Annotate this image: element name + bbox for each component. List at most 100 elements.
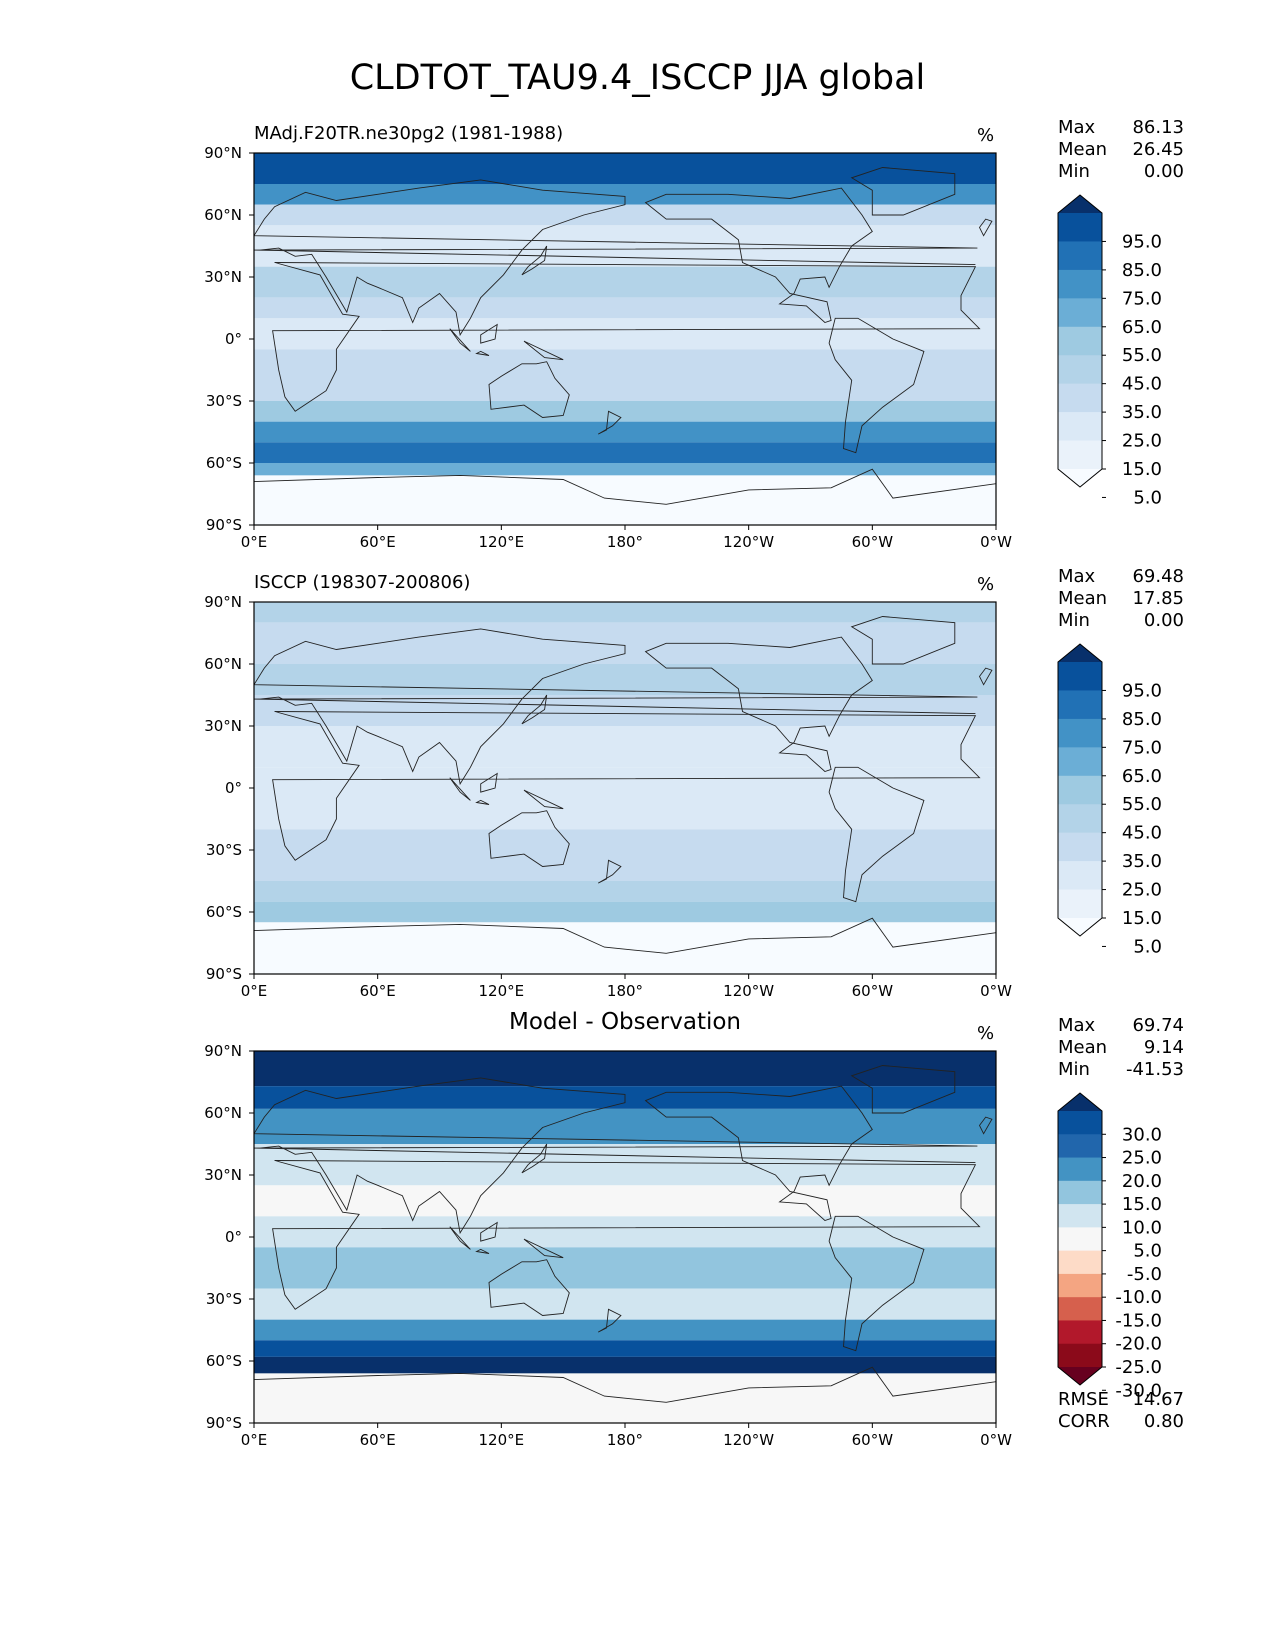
field-band (254, 622, 996, 664)
lon-tick-label: 60°E (360, 533, 396, 551)
stat-value: 14.67 (1132, 1389, 1184, 1410)
lat-tick-label: 30°S (206, 392, 242, 410)
stat-value: 26.45 (1132, 139, 1184, 160)
colorbar-swatch (1058, 412, 1102, 442)
stat-label: Max (1058, 566, 1096, 587)
panel-title: Model - Observation (508, 1009, 742, 1035)
coastline (597, 1308, 622, 1333)
colorbar-label: 35.0 (1122, 851, 1162, 872)
colorbar-swatch (1058, 383, 1102, 413)
coastline (523, 1238, 564, 1259)
colorbar-swatch (1058, 747, 1102, 777)
colorbar-label: 45.0 (1122, 374, 1162, 395)
lon-tick-label: 0°E (241, 982, 268, 1000)
lon-tick-label: 0°W (980, 982, 1012, 1000)
colorbar-label: 75.0 (1122, 288, 1162, 309)
stat-label: Min (1058, 1059, 1090, 1080)
field-band (254, 922, 996, 974)
colorbar-label: 95.0 (1122, 231, 1162, 252)
coastline (480, 772, 498, 793)
panel-title: ISCCP (198307-200806) (254, 572, 471, 593)
colorbar-swatch (1058, 326, 1102, 356)
coastline (254, 468, 996, 525)
panel-stats: Max 69.48 Mean 17.85 Min 0.00 (1058, 566, 1184, 632)
colorbar-label: -15.0 (1115, 1310, 1162, 1331)
colorbar-label: 25.0 (1122, 431, 1162, 452)
coastline (272, 262, 981, 412)
colorbar-swatch (1058, 1157, 1102, 1182)
lat-tick-label: 60°S (206, 454, 242, 472)
colorbar-label: -20.0 (1115, 1334, 1162, 1355)
field-band (254, 1051, 996, 1087)
coastline (521, 245, 548, 276)
stat-value: 86.13 (1132, 117, 1184, 138)
field-band (254, 695, 996, 726)
stat-label: Max (1058, 117, 1096, 138)
coastline (475, 799, 490, 805)
lon-tick-label: 60°W (852, 533, 894, 551)
coastline (488, 810, 570, 867)
field-band (254, 184, 996, 205)
colorbar-label: 85.0 (1122, 709, 1162, 730)
panel-units: % (977, 125, 995, 146)
colorbar-swatch (1058, 1297, 1102, 1321)
coastline (597, 859, 622, 884)
colorbar-label: 25.0 (1122, 880, 1162, 901)
coastline (850, 167, 956, 216)
field-band (254, 1185, 996, 1217)
figure-title: CLDTOT_TAU9.4_ISCCP JJA global (349, 58, 926, 98)
stat-label: Mean (1058, 1037, 1108, 1058)
colorbar-swatch (1058, 213, 1102, 242)
coastline (523, 340, 564, 361)
coastline (449, 777, 471, 801)
stat-row: Mean 9.14 (1058, 1037, 1184, 1059)
stat-value: 0.00 (1143, 610, 1184, 631)
colorbar-swatch (1058, 861, 1102, 891)
stat-label: CORR (1058, 1411, 1110, 1432)
colorbar-label: -30.0 (1115, 1380, 1162, 1401)
colorbar-label: 10.0 (1122, 1217, 1162, 1238)
coastline (978, 1116, 993, 1135)
lat-tick-label: 90°N (204, 144, 242, 162)
colorbar-swatch (1058, 195, 1102, 213)
stat-row: CORR 0.80 (1058, 1411, 1184, 1433)
lon-tick-label: 60°W (852, 1431, 894, 1449)
colorbar-swatch (1058, 1250, 1102, 1275)
colorbar-label: 95.0 (1122, 680, 1162, 701)
field-band (254, 153, 996, 184)
coastline (644, 1085, 873, 1222)
stat-row: Max 86.13 (1058, 117, 1184, 139)
lat-tick-label: 60°N (204, 206, 242, 224)
field-band (254, 349, 996, 401)
field-band (254, 726, 996, 768)
coastline (488, 361, 570, 418)
coastline (828, 1215, 925, 1352)
lat-tick-label: 30°S (206, 1290, 242, 1308)
field-band (254, 1108, 996, 1144)
colorbar-swatch (1058, 269, 1102, 299)
lat-tick-label: 90°S (206, 516, 242, 534)
field-band (254, 1340, 996, 1357)
colorbar-swatch (1058, 469, 1102, 487)
map-panel: 90°N 60°N 30°N 0° 30°S 60°S 90°S 0°E 60°E 120°E 18… (0, 1009, 1275, 1463)
colorbar-label: 65.0 (1122, 766, 1162, 787)
lon-tick-label: 120°E (479, 982, 525, 1000)
stat-value: 69.48 (1132, 566, 1184, 587)
colorbar-label: 85.0 (1122, 260, 1162, 281)
colorbar-label: 65.0 (1122, 317, 1162, 338)
colorbar-swatch (1058, 644, 1102, 662)
colorbar-label: 5.0 (1133, 936, 1162, 957)
stat-value: 9.14 (1143, 1037, 1184, 1058)
lon-tick-label: 180° (607, 1431, 643, 1449)
coastline (254, 1077, 978, 1235)
colorbar-swatch (1058, 1273, 1102, 1298)
coastline (850, 1065, 956, 1114)
field-band (254, 225, 996, 267)
lat-tick-label: 0° (225, 330, 242, 348)
coastline (850, 616, 956, 665)
coastline (597, 410, 622, 435)
field-band (254, 1216, 996, 1248)
colorbar-label: 15.0 (1122, 908, 1162, 929)
lon-tick-label: 0°E (241, 533, 268, 551)
field-band (254, 829, 996, 881)
